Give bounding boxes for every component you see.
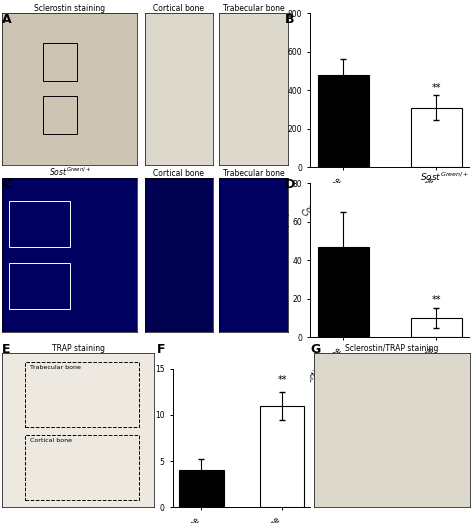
Bar bbox=[43, 96, 77, 134]
Title: Cortical bone: Cortical bone bbox=[154, 169, 204, 178]
Text: B: B bbox=[284, 13, 294, 26]
Bar bbox=[318, 75, 369, 167]
Bar bbox=[25, 435, 139, 499]
Y-axis label: Sclerostin-positive cells/
Bone area (N/mm²): Sclerostin-positive cells/ Bone area (N/… bbox=[267, 35, 286, 145]
Text: **: ** bbox=[432, 83, 441, 93]
Bar bbox=[9, 263, 70, 309]
Text: D: D bbox=[284, 178, 295, 191]
Bar bbox=[9, 201, 70, 247]
Title: TRAP staining: TRAP staining bbox=[52, 344, 105, 353]
Bar bbox=[43, 43, 77, 81]
Y-axis label: Sost-Green-positive cells/
Number of nuclei (%): Sost-Green-positive cells/ Number of nuc… bbox=[272, 202, 291, 318]
Bar bbox=[260, 406, 304, 507]
Y-axis label: Number of osteoclasts/
Bone surface (N/mm): Number of osteoclasts/ Bone surface (N/m… bbox=[134, 385, 154, 491]
Text: G: G bbox=[310, 343, 321, 356]
Bar bbox=[318, 247, 369, 337]
Title: Trabecular bone: Trabecular bone bbox=[223, 169, 285, 178]
Title: Sclerostin staining: Sclerostin staining bbox=[34, 4, 106, 13]
Bar bbox=[411, 108, 462, 167]
Text: Trabecular bone: Trabecular bone bbox=[30, 366, 81, 370]
Text: A: A bbox=[2, 13, 12, 26]
Bar bbox=[179, 470, 224, 507]
Text: E: E bbox=[2, 343, 11, 356]
Bar bbox=[25, 362, 139, 427]
Text: F: F bbox=[156, 343, 165, 356]
Title: Sclerostin/TRAP staining: Sclerostin/TRAP staining bbox=[346, 344, 438, 353]
Text: C: C bbox=[2, 178, 11, 191]
Title: Cortical bone: Cortical bone bbox=[154, 4, 204, 13]
Title: Trabecular bone: Trabecular bone bbox=[223, 4, 285, 13]
Text: $Sost^{Green/+}$: $Sost^{Green/+}$ bbox=[420, 170, 469, 183]
Text: **: ** bbox=[432, 294, 441, 304]
Text: **: ** bbox=[277, 376, 287, 385]
Title: $Sost^{Green/+}$: $Sost^{Green/+}$ bbox=[49, 165, 91, 178]
Bar bbox=[411, 318, 462, 337]
Text: Cortical bone: Cortical bone bbox=[30, 438, 72, 443]
